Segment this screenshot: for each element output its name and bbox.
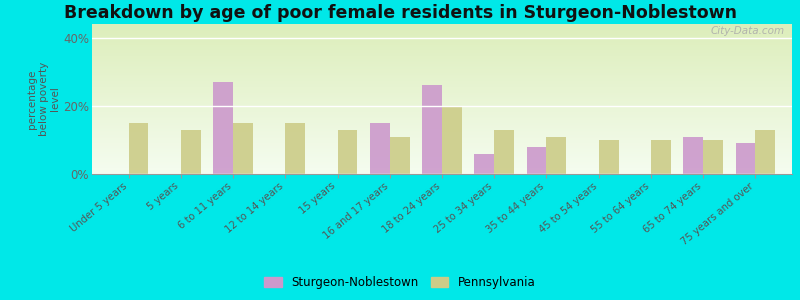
Bar bbox=[598, 140, 618, 174]
Bar bbox=[703, 140, 723, 174]
Bar bbox=[338, 130, 358, 174]
Bar bbox=[442, 106, 462, 174]
Bar bbox=[755, 130, 775, 174]
Bar bbox=[233, 123, 253, 174]
Bar bbox=[474, 154, 494, 174]
Bar bbox=[651, 140, 671, 174]
Bar bbox=[370, 123, 390, 174]
Text: Breakdown by age of poor female residents in Sturgeon-Noblestown: Breakdown by age of poor female resident… bbox=[63, 4, 737, 22]
Legend: Sturgeon-Noblestown, Pennsylvania: Sturgeon-Noblestown, Pennsylvania bbox=[260, 272, 540, 294]
Bar bbox=[129, 123, 149, 174]
Bar bbox=[213, 82, 233, 174]
Bar bbox=[181, 130, 201, 174]
Y-axis label: percentage
below poverty
level: percentage below poverty level bbox=[27, 62, 61, 136]
Bar bbox=[422, 85, 442, 174]
Bar bbox=[735, 143, 755, 174]
Bar bbox=[526, 147, 546, 174]
Bar bbox=[286, 123, 305, 174]
Bar bbox=[494, 130, 514, 174]
Bar bbox=[546, 136, 566, 174]
Text: City-Data.com: City-Data.com bbox=[711, 26, 785, 35]
Bar bbox=[683, 136, 703, 174]
Bar bbox=[390, 136, 410, 174]
